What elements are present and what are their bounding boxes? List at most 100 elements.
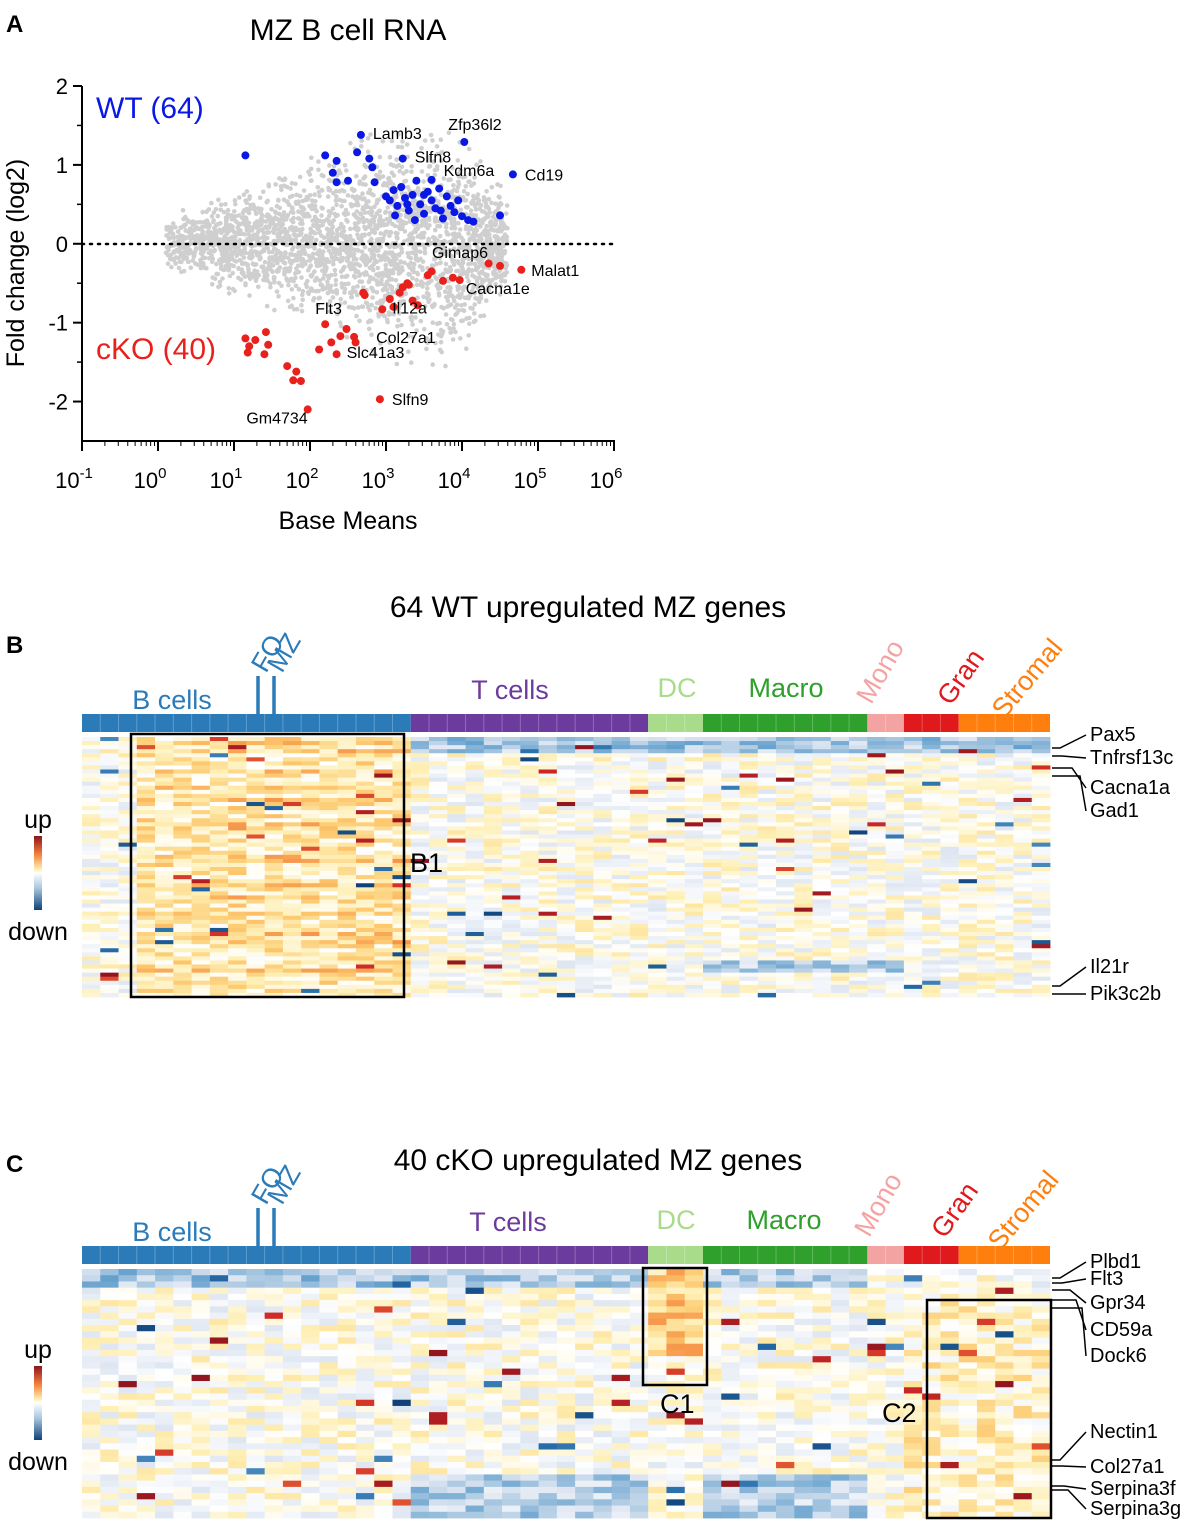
background-gene-point: [409, 360, 414, 365]
heatmap-cell: [976, 737, 996, 742]
background-gene-point: [430, 362, 436, 367]
heatmap-cell: [301, 854, 320, 860]
x-axis-ticks: 10-1 100 101 102 103 104 105 106: [55, 441, 622, 493]
background-gene-point: [331, 261, 336, 267]
heatmap-cell: [1013, 810, 1033, 815]
heatmap-cell: [538, 887, 558, 892]
heatmap-cell: [538, 830, 558, 835]
heatmap-cell: [319, 793, 339, 799]
heatmap-cell: [173, 797, 192, 803]
background-gene-point: [426, 217, 432, 222]
heatmap-cell: [191, 826, 211, 831]
heatmap-cell: [82, 867, 101, 872]
background-gene-point: [454, 232, 460, 237]
heatmap-cell: [739, 871, 759, 876]
heatmap-cell: [702, 797, 722, 803]
heatmap-cell: [794, 781, 813, 787]
heatmap-cell: [173, 887, 192, 892]
heatmap-cell: [337, 793, 357, 799]
background-gene-point: [310, 272, 315, 278]
heatmap-cell: [593, 883, 613, 888]
heatmap-cell: [465, 761, 485, 766]
heatmap-cell: [410, 781, 430, 787]
heatmap-cell: [319, 838, 339, 844]
heatmap-cell: [903, 850, 923, 856]
heatmap-cell: [429, 769, 448, 774]
background-gene-point: [476, 199, 481, 205]
background-gene-point: [359, 232, 365, 238]
heatmap-cell: [228, 753, 247, 758]
heatmap-cell: [447, 814, 466, 819]
heatmap-cell: [721, 862, 740, 868]
cell-group-label-macro: Macro: [748, 673, 823, 703]
heatmap-cell: [82, 769, 101, 774]
heatmap-cell: [337, 814, 357, 819]
background-gene-point: [171, 235, 177, 240]
background-gene-point: [422, 138, 428, 143]
heatmap-cell: [228, 846, 247, 852]
background-gene-point: [450, 165, 455, 171]
heatmap-cell: [392, 810, 412, 815]
heatmap-cell: [429, 737, 448, 742]
heatmap-cell: [410, 891, 430, 896]
heatmap-cell: [264, 891, 284, 896]
background-gene-point: [419, 169, 425, 174]
background-gene-point: [327, 227, 332, 233]
heatmap-cell: [392, 830, 412, 835]
heatmap-cell: [447, 737, 466, 742]
heatmap-cell: [118, 862, 138, 868]
heatmap-cell: [611, 826, 631, 831]
heatmap-cell: [465, 818, 485, 823]
scatter-title: MZ B cell RNA: [250, 14, 447, 47]
heatmap-cell: [812, 757, 832, 762]
heatmap-cell: [282, 781, 302, 787]
heatmap-cell: [410, 769, 430, 774]
wt-gene-point: [420, 209, 428, 218]
heatmap-cell: [556, 781, 576, 787]
heatmap-cell: [173, 826, 192, 831]
background-gene-point: [309, 286, 314, 291]
heatmap-cell: [794, 789, 813, 795]
heatmap-cell: [830, 887, 850, 892]
heatmap-cell: [903, 862, 923, 868]
heatmap-cell: [611, 802, 631, 807]
heatmap-cell: [721, 818, 740, 823]
heatmap-cell: [903, 741, 923, 746]
background-gene-point: [434, 144, 440, 149]
heatmap-cell: [885, 895, 905, 900]
heatmap-cell: [447, 834, 466, 839]
heatmap-cell: [830, 745, 850, 750]
background-gene-point: [361, 285, 366, 290]
heatmap-cell: [739, 838, 759, 844]
heatmap-cell: [429, 810, 448, 815]
heatmap-cell: [264, 887, 284, 892]
heatmap-cell: [776, 797, 795, 803]
heatmap-cell: [246, 887, 266, 892]
heatmap-cell: [429, 822, 448, 827]
heatmap-cell: [611, 838, 631, 844]
heatmap-cell: [648, 826, 667, 831]
heatmap-cell: [995, 883, 1014, 888]
heatmap-cell: [100, 797, 119, 803]
heatmap-cell: [228, 737, 247, 742]
wt-gene-point: [398, 154, 407, 163]
wt-gene-point: [427, 196, 436, 205]
heatmap-cell: [374, 887, 393, 892]
background-gene-point: [425, 173, 431, 178]
heatmap-cell: [684, 749, 704, 754]
heatmap-cell: [465, 785, 485, 791]
heatmap-cell: [575, 814, 594, 819]
heatmap-cell: [319, 814, 339, 819]
heatmap-cell: [301, 761, 320, 766]
heatmap-cell: [922, 757, 941, 762]
heatmap-cell: [903, 769, 923, 774]
heatmap-cell: [538, 781, 558, 787]
heatmap-cell: [849, 842, 868, 848]
heatmap-cell: [867, 871, 887, 876]
heatmap-cell: [429, 887, 448, 892]
heatmap-cell: [173, 806, 192, 811]
heatmap-cell: [136, 838, 156, 844]
background-gene-point: [219, 230, 224, 236]
heatmap-cell: [976, 838, 996, 844]
